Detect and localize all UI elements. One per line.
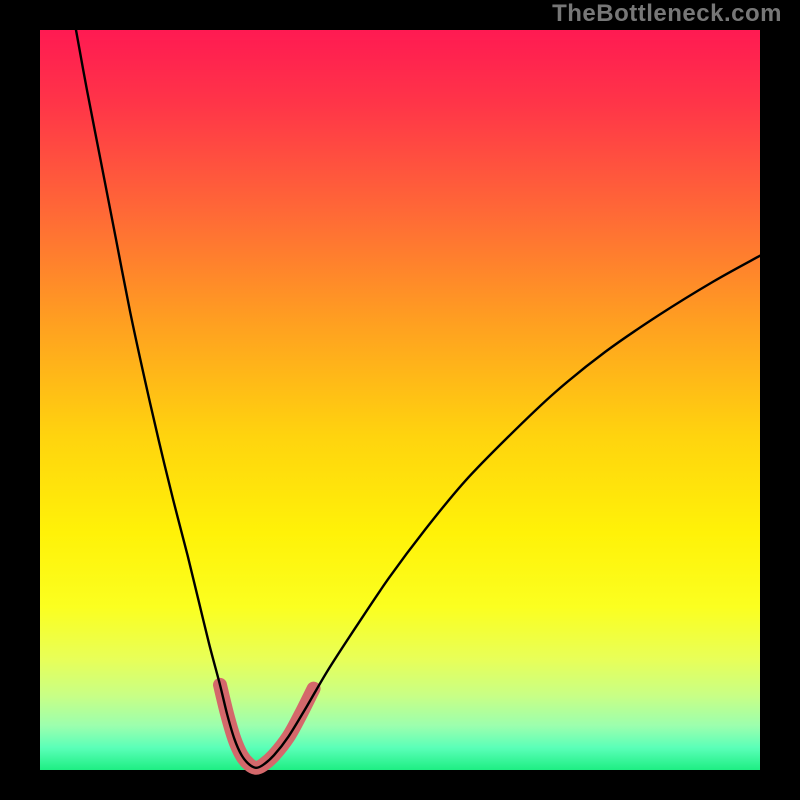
watermark-text: TheBottleneck.com <box>552 0 782 28</box>
chart-container: TheBottleneck.com <box>0 0 800 800</box>
plot-background <box>40 30 760 770</box>
bottleneck-curve-chart <box>0 0 800 800</box>
